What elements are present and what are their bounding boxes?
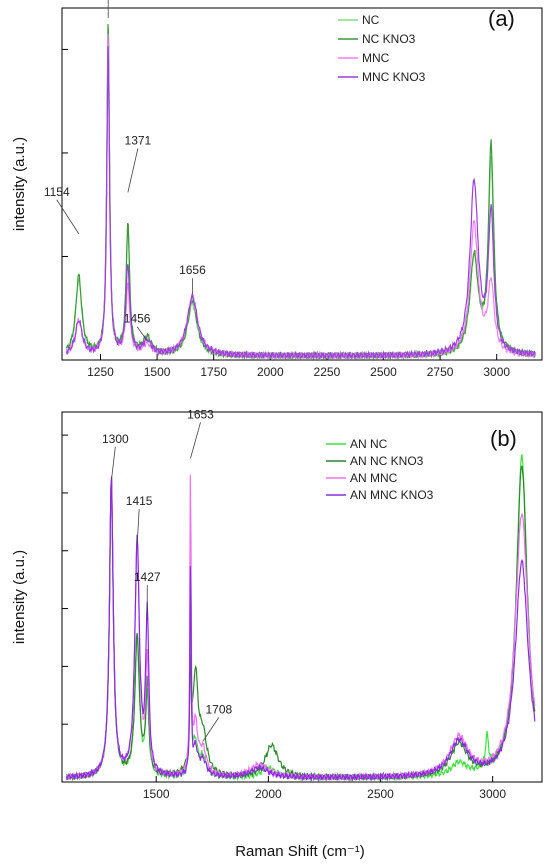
peak-annotation-1371: 1371 xyxy=(125,133,152,147)
annotation-leader xyxy=(136,509,140,546)
series-line-an-mnc-kno3 xyxy=(65,477,536,782)
x-tick-label-b: 1500 xyxy=(143,787,170,801)
legend-entry: AN MNC KNO3 xyxy=(350,488,434,502)
plot-frame-b xyxy=(61,411,543,783)
panel-label-a: (a) xyxy=(488,6,515,31)
legend-entry: MNC xyxy=(362,51,390,65)
x-tick-label-a: 1750 xyxy=(200,365,227,379)
panel-a: 1250150017502000225025002750300012841371… xyxy=(44,0,543,379)
panel-label-b: (b) xyxy=(490,426,517,451)
peak-annotation-1456: 1456 xyxy=(124,312,151,326)
peak-annotation-1415: 1415 xyxy=(126,494,153,508)
legend-entry: AN MNC xyxy=(350,471,398,485)
annotation-leader xyxy=(110,446,116,481)
legend-entry: AN NC xyxy=(350,437,388,451)
annotation-leader xyxy=(190,422,201,459)
x-tick-label-b: 2500 xyxy=(367,787,394,801)
legend-entry: NC KNO3 xyxy=(362,32,416,46)
series-line-an-nc-kno3 xyxy=(65,465,536,782)
peak-annotation-1154: 1154 xyxy=(44,185,70,199)
x-axis-label: Raman Shift (cm⁻¹) xyxy=(235,843,365,860)
peak-annotation-1653: 1653 xyxy=(187,407,214,421)
x-tick-label-a: 2250 xyxy=(314,365,341,379)
annotation-leader xyxy=(202,717,220,742)
plot-frame-a xyxy=(61,7,543,361)
annotation-leader xyxy=(127,148,139,193)
annotation-leader xyxy=(136,326,148,341)
y-axis-label-a: intensity (a.u.) xyxy=(11,137,28,231)
x-tick-label-a: 2750 xyxy=(427,365,454,379)
x-tick-label-a: 2000 xyxy=(257,365,284,379)
x-tick-label-a: 2500 xyxy=(370,365,397,379)
legend-entry: AN NC KNO3 xyxy=(350,454,424,468)
x-tick-label-b: 2000 xyxy=(255,787,282,801)
legend-entry: MNC KNO3 xyxy=(362,70,426,84)
series-line-mnc-kno3 xyxy=(65,46,536,361)
x-tick-label-a: 1500 xyxy=(144,365,171,379)
peak-annotation-1427: 1427 xyxy=(134,570,161,584)
series-line-an-mnc xyxy=(65,474,536,782)
x-tick-label-a: 3000 xyxy=(483,365,510,379)
peak-annotation-1300: 1300 xyxy=(102,432,129,446)
annotation-leader xyxy=(56,199,80,234)
legend-entry: NC xyxy=(362,13,380,27)
x-tick-label-a: 1250 xyxy=(87,365,114,379)
x-tick-label-b: 3000 xyxy=(479,787,506,801)
panel-b: 1500 2000 2500 3000 1300 1653 1415 1427 1708 AN N… xyxy=(61,407,543,801)
peak-annotation-1656: 1656 xyxy=(179,263,206,277)
peak-annotation-1708: 1708 xyxy=(206,702,233,716)
y-axis-label-b: intensity (a.u.) xyxy=(11,550,28,644)
